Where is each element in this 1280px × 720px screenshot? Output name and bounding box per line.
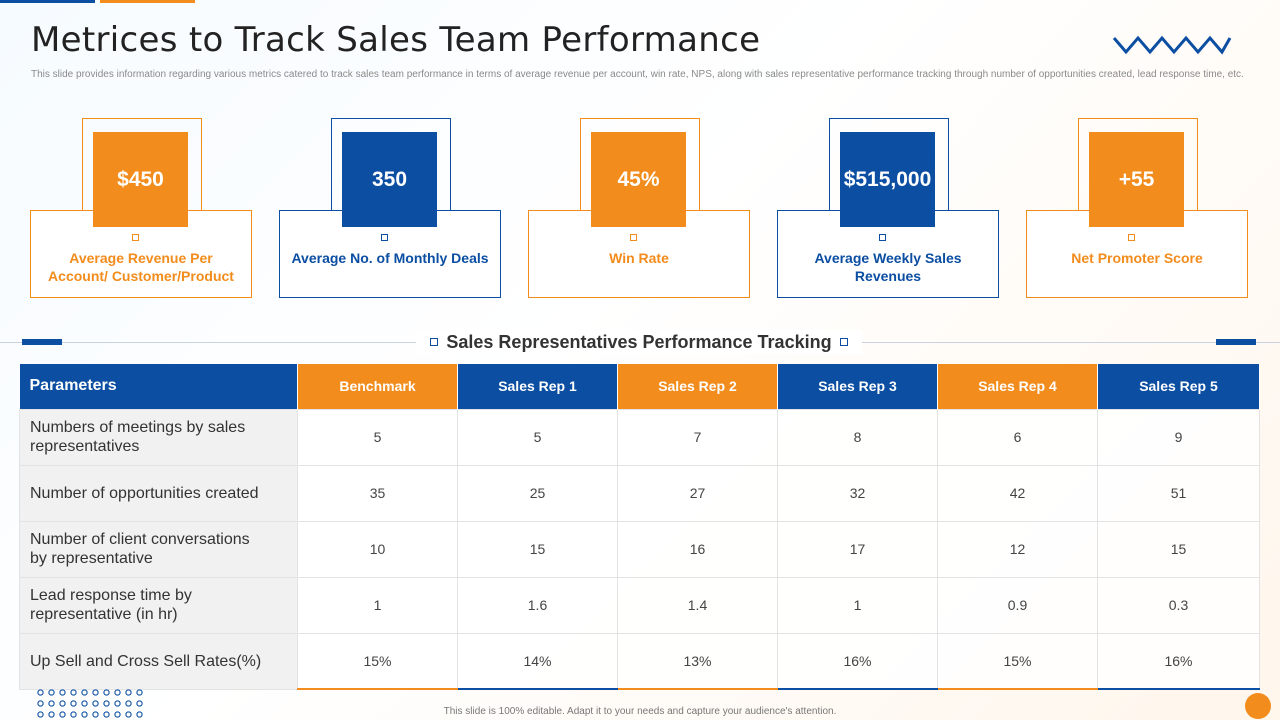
table-cell: 1 xyxy=(777,576,938,634)
footer-note: This slide is 100% editable. Adapt it to… xyxy=(443,706,837,717)
table-cell: 32 xyxy=(777,464,938,522)
metric-label: Net Promoter Score xyxy=(1071,250,1203,266)
table-cell: 13% xyxy=(617,632,778,690)
header-benchmark: Benchmark xyxy=(297,364,458,409)
table-cell: 15 xyxy=(1097,520,1260,578)
table-row: Number of client conversations by repres… xyxy=(19,520,1260,578)
header-sales-rep-3: Sales Rep 3 xyxy=(777,364,938,409)
page-subtitle: This slide provides information regardin… xyxy=(31,69,1244,80)
table-cell: 15% xyxy=(297,632,458,690)
divider-accent-left xyxy=(22,339,62,345)
divider-accent-right xyxy=(1216,339,1256,345)
table-cell: 0.3 xyxy=(1097,576,1260,634)
corner-circle-decoration xyxy=(1245,693,1271,719)
top-accent-strip-orange xyxy=(100,0,195,3)
table-cell: 17 xyxy=(777,520,938,578)
zigzag-logo-icon xyxy=(1112,35,1232,55)
connector-marker xyxy=(879,234,886,241)
table-cell: 42 xyxy=(937,464,1098,522)
connector-marker xyxy=(132,234,139,241)
connector-marker xyxy=(1128,234,1135,241)
table-cell: 1.4 xyxy=(617,576,778,634)
table-cell: 6 xyxy=(937,408,1098,466)
row-parameter: Numbers of meetings by sales representat… xyxy=(19,408,298,466)
table-cell: 0.9 xyxy=(937,576,1098,634)
header-sales-rep-2: Sales Rep 2 xyxy=(617,364,778,409)
table-row: Lead response time by representative (in… xyxy=(19,576,1260,634)
page-title: Metrices to Track Sales Team Performance xyxy=(31,20,761,60)
header-sales-rep-1: Sales Rep 1 xyxy=(457,364,618,409)
table-cell: 1.6 xyxy=(457,576,618,634)
table-cell: 16% xyxy=(777,632,938,690)
top-accent-strip-blue xyxy=(0,0,95,3)
table-cell: 9 xyxy=(1097,408,1260,466)
table-cell: 1 xyxy=(297,576,458,634)
row-parameter: Number of opportunities created xyxy=(19,464,298,522)
row-parameter: Up Sell and Cross Sell Rates(%) xyxy=(19,632,298,690)
table-header-row: Parameters Benchmark Sales Rep 1 Sales R… xyxy=(19,364,1260,409)
table-row: Number of opportunities created 35 25 27… xyxy=(19,464,1260,522)
table-cell: 8 xyxy=(777,408,938,466)
table-cell: 10 xyxy=(297,520,458,578)
table-cell: 51 xyxy=(1097,464,1260,522)
metric-card-win-rate: 45% Win Rate xyxy=(528,118,750,298)
table-cell: 16% xyxy=(1097,632,1260,690)
table-cell: 7 xyxy=(617,408,778,466)
row-parameter: Lead response time by representative (in… xyxy=(19,576,298,634)
table-row: Up Sell and Cross Sell Rates(%) 15% 14% … xyxy=(19,632,1260,690)
table-cell: 14% xyxy=(457,632,618,690)
metric-label: Win Rate xyxy=(609,250,669,266)
metric-label: Average Weekly Sales Revenues xyxy=(814,250,962,284)
table-cell: 16 xyxy=(617,520,778,578)
connector-marker xyxy=(381,234,388,241)
metric-label: Average Revenue Per Account/ Customer/Pr… xyxy=(48,250,234,284)
table-cell: 5 xyxy=(297,408,458,466)
metric-card-avg-revenue: $450 Average Revenue Per Account/ Custom… xyxy=(30,118,252,298)
dot-pattern-decoration xyxy=(35,687,145,720)
metric-value: $450 xyxy=(93,132,188,227)
table-cell: 12 xyxy=(937,520,1098,578)
metric-card-nps: +55 Net Promoter Score xyxy=(1026,118,1248,298)
header-sales-rep-5: Sales Rep 5 xyxy=(1097,364,1260,409)
metric-value: 350 xyxy=(342,132,437,227)
table-row: Numbers of meetings by sales representat… xyxy=(19,408,1260,466)
connector-marker xyxy=(630,234,637,241)
table-cell: 5 xyxy=(457,408,618,466)
metric-value: +55 xyxy=(1089,132,1184,227)
metric-card-monthly-deals: 350 Average No. of Monthly Deals xyxy=(279,118,501,298)
metric-label: Average No. of Monthly Deals xyxy=(291,250,489,266)
performance-table: Parameters Benchmark Sales Rep 1 Sales R… xyxy=(19,364,1260,690)
metric-value: 45% xyxy=(591,132,686,227)
table-cell: 27 xyxy=(617,464,778,522)
header-sales-rep-4: Sales Rep 4 xyxy=(937,364,1098,409)
table-cell: 25 xyxy=(457,464,618,522)
square-marker-icon xyxy=(430,338,439,346)
metric-card-weekly-revenues: $515,000 Average Weekly Sales Revenues xyxy=(777,118,999,298)
header-parameters: Parameters xyxy=(19,364,298,409)
section-heading: Sales Representatives Performance Tracki… xyxy=(416,330,862,354)
row-parameter: Number of client conversations by repres… xyxy=(19,520,298,578)
metric-value: $515,000 xyxy=(840,132,935,227)
table-cell: 35 xyxy=(297,464,458,522)
section-title: Sales Representatives Performance Tracki… xyxy=(446,331,832,352)
square-marker-icon xyxy=(839,338,848,346)
table-cell: 15% xyxy=(937,632,1098,690)
table-cell: 15 xyxy=(457,520,618,578)
